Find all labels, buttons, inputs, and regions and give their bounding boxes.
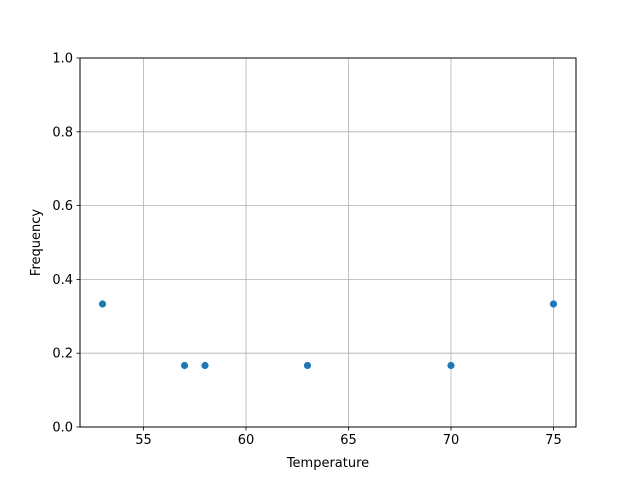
data-point (201, 361, 209, 370)
y-axis-label: Frequency (29, 209, 44, 276)
x-axis-label: Temperature (286, 456, 369, 471)
y-tick-label: 0.0 (52, 421, 73, 436)
x-tick-label: 70 (443, 433, 460, 448)
y-tick-label: 0.2 (52, 347, 73, 362)
data-point (303, 361, 312, 370)
x-tick-label: 60 (238, 433, 255, 448)
x-tick-label: 55 (135, 433, 152, 448)
y-tick-label: 0.8 (52, 125, 73, 140)
data-point (180, 361, 189, 370)
y-tick-label: 1.0 (52, 52, 73, 67)
y-tick-label: 0.6 (52, 199, 73, 214)
data-point (447, 361, 455, 370)
data-point (98, 300, 107, 308)
x-tick-label: 75 (545, 433, 562, 448)
grid (80, 57, 576, 428)
x-tick-label: 65 (340, 433, 357, 448)
data-points (98, 300, 558, 370)
ticks: 55 60 65 70 75 0.0 0.2 0.4 0.6 0.8 1.0 (52, 52, 561, 449)
axes-frame (79, 57, 577, 428)
data-point (549, 300, 558, 308)
y-tick-label: 0.4 (52, 273, 73, 288)
